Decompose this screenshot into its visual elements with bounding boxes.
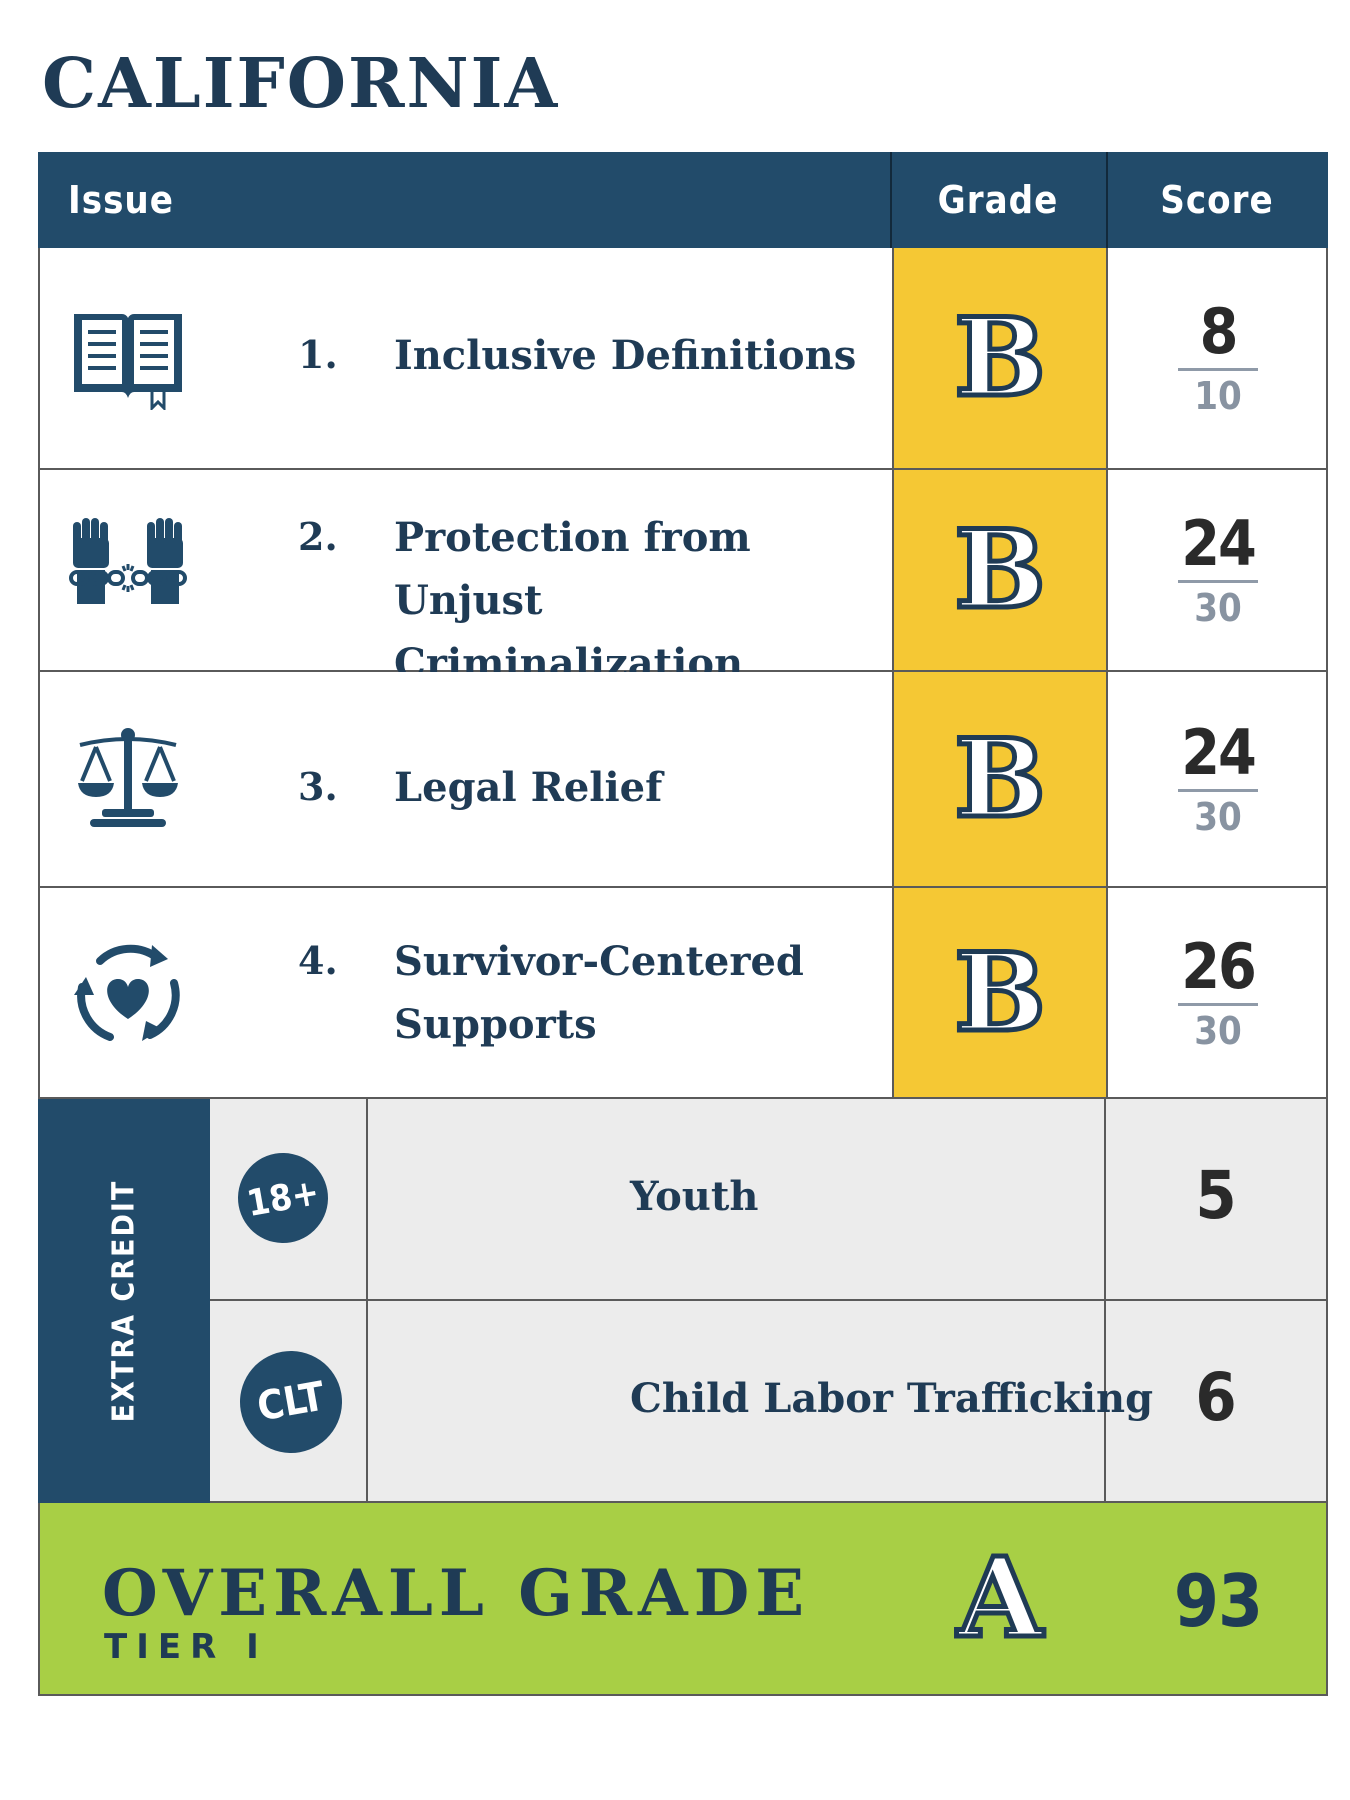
- score-max: 30: [1194, 586, 1242, 630]
- grade-cell: B: [892, 672, 1108, 886]
- issue-label: Inclusive Definitions: [394, 332, 857, 379]
- issue-label: Survivor-Centered Supports: [394, 938, 804, 1048]
- extra-credit-label: EXTRA CREDIT: [106, 1179, 142, 1423]
- grade-letter: B: [952, 295, 1048, 421]
- issue-number: 4.: [298, 938, 338, 983]
- heart-cycle-icon: [68, 938, 188, 1048]
- score-value: 26: [1181, 929, 1257, 1003]
- header-divider: [1106, 152, 1108, 248]
- overall-grade-letter: A: [955, 1533, 1045, 1662]
- score-divider: [1178, 1002, 1258, 1006]
- extra-credit-label-child-labor-trafficking: Child Labor Trafficking: [630, 1375, 1154, 1422]
- overall-score: 93: [1173, 1559, 1263, 1643]
- scales-of-justice-icon: [68, 722, 188, 832]
- score-cell: 24 30: [1108, 470, 1328, 670]
- grade-cell: B: [892, 888, 1108, 1097]
- issue-row-legal-relief: 3. Legal Relief B 24 30: [38, 672, 1328, 888]
- extra-credit-band: EXTRA CREDIT: [38, 1099, 210, 1503]
- score-cell: 24 30: [1108, 672, 1328, 886]
- overall-grade-bar: OVERALL GRADE TIER I A 93: [38, 1503, 1328, 1696]
- score-divider: [1178, 789, 1258, 792]
- column-divider: [366, 1099, 368, 1299]
- score-max: 30: [1194, 1008, 1242, 1053]
- book-icon: [68, 303, 188, 413]
- column-divider: [1104, 1099, 1106, 1299]
- issue-row-protection-from-unjust-criminalization: 2. Protection from Unjust Criminalizatio…: [38, 470, 1328, 687]
- issue-label: Legal Relief: [394, 764, 663, 811]
- score-column-header: Score: [1160, 178, 1274, 222]
- issue-row-inclusive-definitions: 1. Inclusive Definitions B 8 10: [38, 248, 1328, 470]
- extra-credit-score: 5: [1195, 1157, 1237, 1234]
- score-value: 24: [1181, 507, 1257, 580]
- raised-fists-broken-chain-icon: [68, 510, 188, 610]
- overall-tier: TIER I: [104, 1627, 268, 1667]
- column-divider: [366, 1301, 368, 1501]
- issue-column-header: Issue: [68, 178, 174, 222]
- grade-column-header: Grade: [937, 178, 1059, 222]
- extra-credit-label-youth: Youth: [630, 1173, 759, 1220]
- extra-credit-score: 6: [1195, 1359, 1237, 1436]
- child-labor-trafficking-badge: CLT: [231, 1342, 351, 1462]
- grade-letter: B: [952, 929, 1048, 1056]
- issue-number: 3.: [298, 764, 338, 809]
- issue-label: Protection from Unjust Criminalization: [394, 514, 751, 687]
- issue-number: 2.: [298, 514, 338, 559]
- youth-18-plus-badge: 18+: [230, 1145, 336, 1251]
- score-cell: 26 30: [1108, 888, 1328, 1097]
- extra-credit-row-youth: 18+ Youth 5: [210, 1099, 1328, 1301]
- score-value: 8: [1199, 295, 1239, 368]
- grade-letter: B: [952, 507, 1048, 633]
- column-divider: [1104, 1301, 1106, 1501]
- page-title: CALIFORNIA: [42, 44, 560, 124]
- grade-cell: B: [892, 248, 1108, 468]
- scorecard-table: Issue Grade Score 1. Inclusive Definitio…: [38, 152, 1328, 1696]
- issue-row-survivor-centered-supports: 4. Survivor-Centered Supports B 26 30: [38, 888, 1328, 1099]
- extra-credit-row-child-labor-trafficking: CLT Child Labor Trafficking 6: [210, 1301, 1328, 1503]
- score-max: 30: [1194, 795, 1242, 839]
- grade-cell: B: [892, 470, 1108, 670]
- overall-grade-title: OVERALL GRADE: [102, 1556, 810, 1631]
- table-header: Issue Grade Score: [38, 152, 1328, 248]
- score-cell: 8 10: [1108, 248, 1328, 468]
- score-value: 24: [1181, 716, 1257, 789]
- grade-letter: B: [952, 716, 1048, 842]
- score-divider: [1178, 368, 1258, 371]
- score-divider: [1178, 580, 1258, 583]
- issue-number: 1.: [298, 332, 338, 377]
- score-max: 10: [1194, 374, 1242, 418]
- header-divider: [890, 152, 892, 248]
